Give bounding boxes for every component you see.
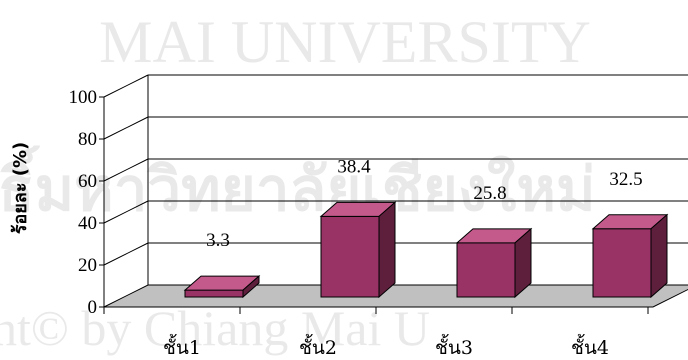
- data-label-3: 25.8: [473, 183, 506, 204]
- plot-area: 0 20 40 60 80 100 3.3 ชั้น1 38.4 ชั้น2 25.8 ชั้น3 32…: [69, 74, 688, 359]
- gridline-side: [103, 116, 149, 140]
- data-label-4: 32.5: [609, 169, 642, 190]
- x-tick-label-1: ชั้น1: [163, 334, 201, 359]
- gridline-side: [103, 200, 149, 224]
- watermark-thai-text: ธิ์มหาวิทยาลัยเชียงใหม่: [0, 145, 596, 223]
- gridline-side: [103, 158, 149, 182]
- watermark: MAI UNIVERSITY ธิ์มหาวิทยาลัยเชียงใหม่ h…: [0, 9, 596, 356]
- y-tick-label: 100: [69, 87, 98, 108]
- data-label-1: 3.3: [206, 230, 230, 251]
- x-tick-label-4: ชั้น4: [571, 334, 609, 359]
- watermark-arc-text: MAI UNIVERSITY: [99, 9, 591, 75]
- bar-side-2: [378, 201, 396, 299]
- x-tick-label-3: ชั้น3: [435, 334, 473, 359]
- y-tick-label: 60: [78, 171, 97, 192]
- y-tick-label: 40: [78, 213, 97, 234]
- bar-1: [184, 289, 244, 298]
- x-tick-label-2: ชั้น2: [299, 334, 337, 359]
- bar-side-4: [650, 213, 668, 299]
- y-axis-label: ร้อยละ (%): [10, 142, 31, 234]
- watermark-copyright-text: ht© by Chiang Mai U: [0, 300, 430, 356]
- data-label-2: 38.4: [337, 156, 371, 177]
- y-tick-label: 0: [88, 297, 98, 318]
- gridline-side: [103, 242, 149, 266]
- bar-2: [320, 215, 380, 298]
- y-tick-label: 20: [78, 255, 97, 276]
- y-tick-label: 80: [78, 129, 97, 150]
- bar-side-3: [514, 227, 532, 299]
- bar-3: [456, 242, 516, 298]
- gridline-side: [103, 74, 149, 98]
- bar-side-1: [242, 274, 260, 299]
- bar-4: [592, 228, 652, 298]
